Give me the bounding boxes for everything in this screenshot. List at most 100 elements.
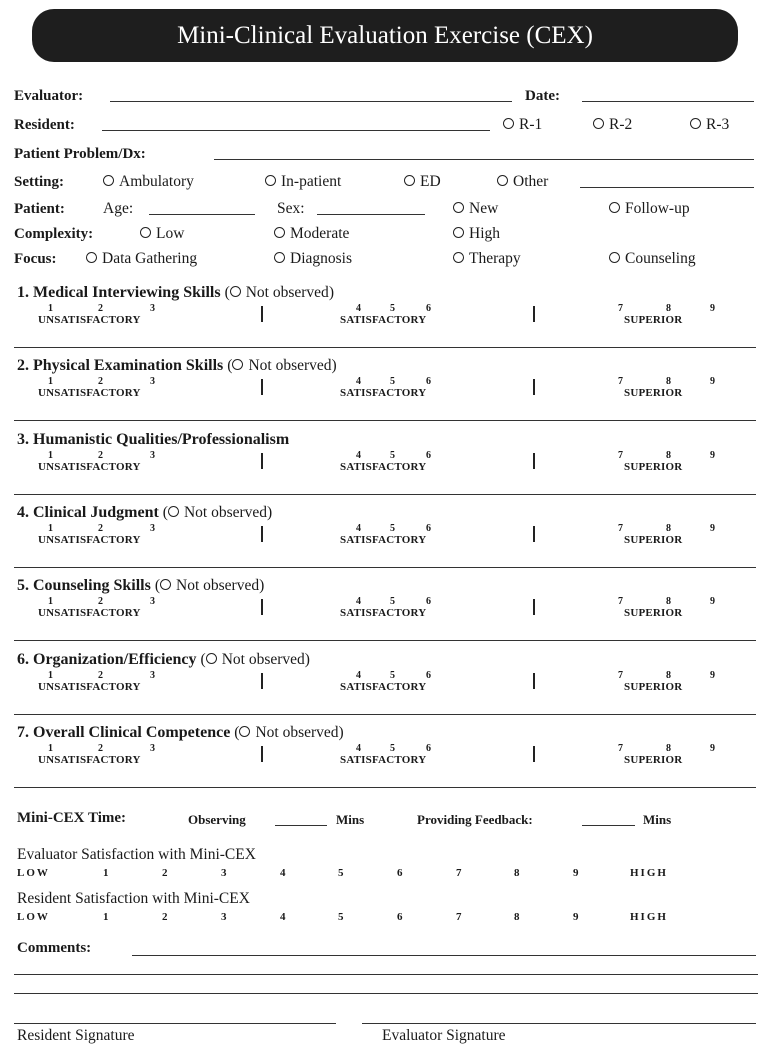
satisfaction-rating-6[interactable]: 6	[397, 911, 403, 923]
rating-8[interactable]: 8	[666, 522, 671, 534]
not-observed-option[interactable]: (Not observed)	[224, 284, 334, 301]
rating-6[interactable]: 6	[426, 303, 431, 314]
rating-7[interactable]: 7	[618, 376, 623, 388]
satisfaction-rating-8[interactable]: 8	[514, 911, 520, 923]
rating-1[interactable]: 1	[48, 303, 53, 314]
not-observed-option[interactable]: (Not observed)	[234, 723, 344, 741]
rating-3[interactable]: 3	[150, 522, 155, 534]
rating-2[interactable]: 2	[98, 596, 103, 608]
satisfaction-rating-8[interactable]: 8	[514, 867, 520, 879]
rating-6[interactable]: 6	[426, 596, 431, 608]
rating-5[interactable]: 5	[390, 596, 395, 608]
rating-1[interactable]: 1	[48, 376, 53, 388]
rating-8[interactable]: 8	[666, 449, 671, 461]
rating-7[interactable]: 7	[618, 669, 623, 681]
satisfaction-rating-4[interactable]: 4	[280, 911, 286, 923]
rating-2[interactable]: 2	[98, 522, 103, 534]
rating-4[interactable]: 4	[356, 669, 361, 681]
comments-line[interactable]	[14, 974, 758, 975]
rating-4[interactable]: 4	[356, 522, 361, 534]
radio-inpatient[interactable]: In-patient	[265, 173, 341, 191]
rating-8[interactable]: 8	[666, 669, 671, 681]
rating-9[interactable]: 9	[710, 596, 715, 608]
rating-6[interactable]: 6	[426, 742, 431, 754]
rating-5[interactable]: 5	[390, 742, 395, 754]
radio-high[interactable]: High	[453, 225, 500, 243]
satisfaction-rating-1[interactable]: 1	[103, 867, 109, 879]
radio-data-gathering[interactable]: Data Gathering	[86, 250, 197, 268]
radio-moderate[interactable]: Moderate	[274, 225, 349, 243]
radio-follow-up[interactable]: Follow-up	[609, 200, 690, 218]
radio-therapy[interactable]: Therapy	[453, 250, 521, 268]
observing-mins-field[interactable]	[275, 825, 327, 826]
radio-ambulatory[interactable]: Ambulatory	[103, 173, 194, 191]
radio-other[interactable]: Other	[497, 173, 548, 191]
rating-2[interactable]: 2	[98, 376, 103, 388]
not-observed-option[interactable]: (Not observed)	[162, 503, 273, 521]
resident-signature-field[interactable]	[14, 1023, 336, 1024]
rating-1[interactable]: 1	[48, 669, 53, 681]
rating-7[interactable]: 7	[618, 303, 623, 314]
resident-field[interactable]	[102, 130, 490, 131]
radio-low[interactable]: Low	[140, 225, 184, 243]
rating-8[interactable]: 8	[666, 742, 671, 754]
rating-7[interactable]: 7	[618, 449, 623, 461]
rating-9[interactable]: 9	[710, 522, 715, 534]
rating-4[interactable]: 4	[356, 742, 361, 754]
rating-7[interactable]: 7	[618, 522, 623, 534]
comments-field[interactable]	[132, 955, 756, 956]
not-observed-option[interactable]: (Not observed)	[154, 577, 265, 595]
rating-6[interactable]: 6	[426, 522, 431, 534]
rating-8[interactable]: 8	[666, 376, 671, 388]
rating-1[interactable]: 1	[48, 742, 53, 754]
rating-3[interactable]: 3	[150, 596, 155, 608]
satisfaction-rating-7[interactable]: 7	[456, 911, 462, 923]
radio-r3[interactable]: R-3	[690, 116, 729, 134]
radio-r2[interactable]: R-2	[593, 116, 632, 134]
rating-8[interactable]: 8	[666, 303, 671, 314]
satisfaction-rating-7[interactable]: 7	[456, 867, 462, 879]
not-observed-option[interactable]: (Not observed)	[200, 650, 310, 668]
comments-line[interactable]	[14, 993, 758, 994]
rating-8[interactable]: 8	[666, 596, 671, 608]
radio-diagnosis[interactable]: Diagnosis	[274, 250, 352, 268]
rating-9[interactable]: 9	[710, 376, 715, 388]
rating-5[interactable]: 5	[390, 669, 395, 681]
radio-counseling[interactable]: Counseling	[609, 250, 696, 268]
age-field[interactable]	[149, 214, 255, 215]
rating-5[interactable]: 5	[390, 303, 395, 314]
rating-7[interactable]: 7	[618, 596, 623, 608]
sex-field[interactable]	[317, 214, 425, 215]
rating-1[interactable]: 1	[48, 522, 53, 534]
feedback-mins-field[interactable]	[582, 825, 635, 826]
rating-2[interactable]: 2	[98, 742, 103, 754]
rating-4[interactable]: 4	[356, 376, 361, 388]
rating-6[interactable]: 6	[426, 669, 431, 681]
rating-5[interactable]: 5	[390, 376, 395, 388]
rating-4[interactable]: 4	[356, 596, 361, 608]
rating-9[interactable]: 9	[710, 449, 715, 461]
radio-new[interactable]: New	[453, 200, 498, 218]
satisfaction-rating-2[interactable]: 2	[162, 911, 168, 923]
satisfaction-rating-6[interactable]: 6	[397, 867, 403, 879]
evaluator-signature-field[interactable]	[362, 1023, 756, 1024]
rating-1[interactable]: 1	[48, 449, 53, 461]
rating-3[interactable]: 3	[150, 376, 155, 388]
satisfaction-rating-4[interactable]: 4	[280, 867, 286, 879]
evaluator-field[interactable]	[110, 101, 512, 102]
satisfaction-rating-5[interactable]: 5	[338, 911, 344, 923]
rating-9[interactable]: 9	[710, 303, 715, 314]
rating-3[interactable]: 3	[150, 742, 155, 754]
satisfaction-rating-3[interactable]: 3	[221, 867, 227, 879]
satisfaction-rating-3[interactable]: 3	[221, 911, 227, 923]
rating-1[interactable]: 1	[48, 596, 53, 608]
rating-5[interactable]: 5	[390, 522, 395, 534]
radio-ed[interactable]: ED	[404, 173, 441, 191]
satisfaction-rating-2[interactable]: 2	[162, 867, 168, 879]
date-field[interactable]	[582, 101, 754, 102]
rating-6[interactable]: 6	[426, 376, 431, 388]
rating-7[interactable]: 7	[618, 742, 623, 754]
not-observed-option[interactable]: (Not observed)	[227, 357, 337, 375]
rating-9[interactable]: 9	[710, 669, 715, 681]
rating-6[interactable]: 6	[426, 449, 431, 461]
